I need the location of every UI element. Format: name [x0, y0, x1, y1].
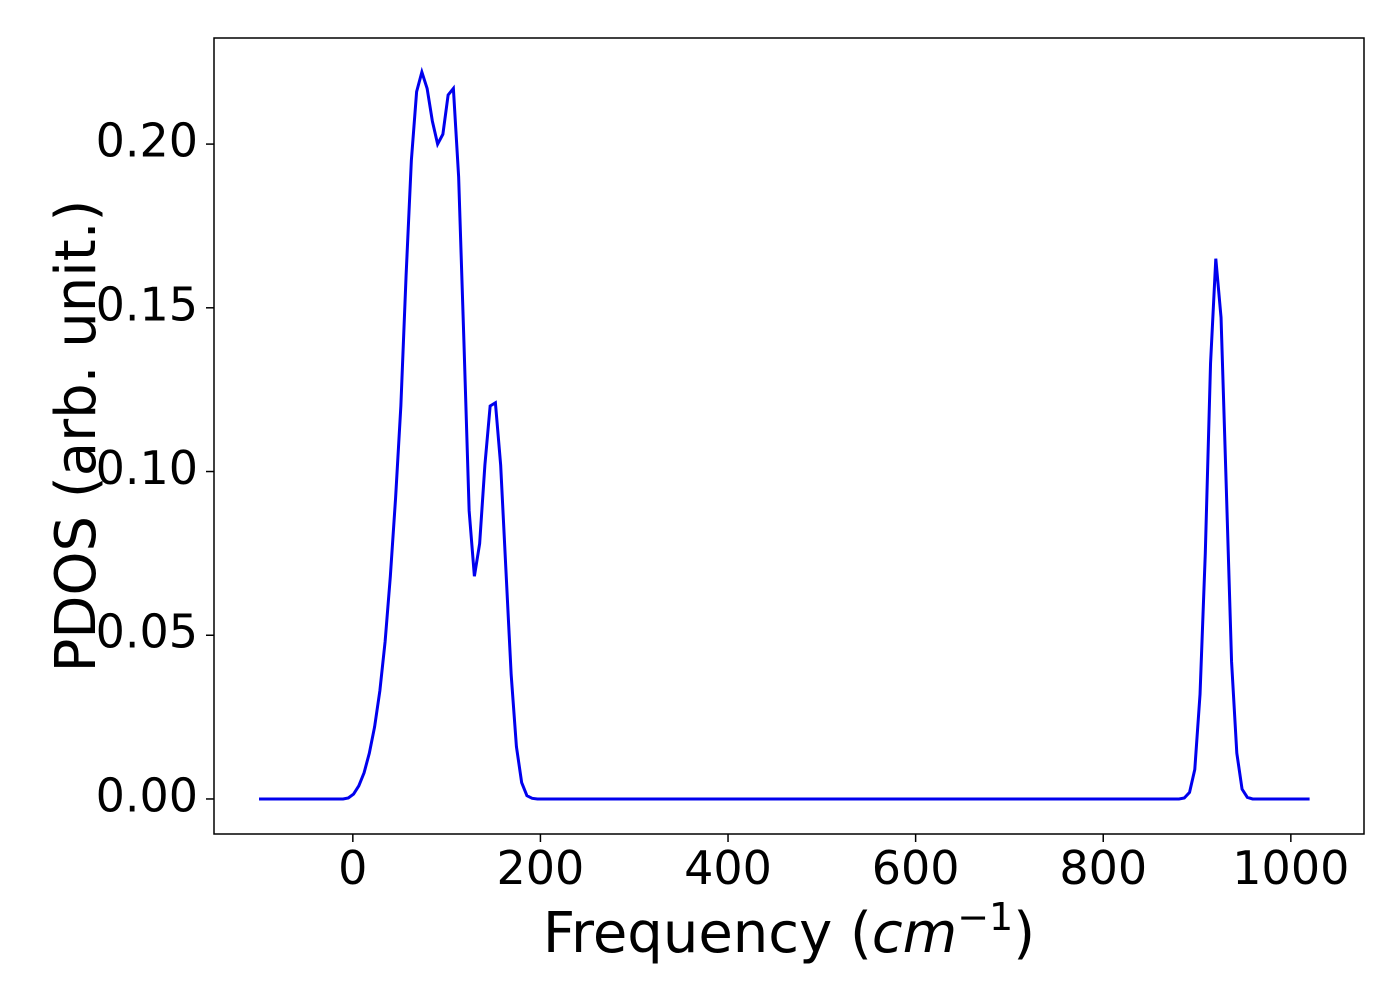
- y-axis-label: PDOS (arb. unit.): [44, 200, 109, 673]
- x-tick-label: 1000: [1232, 841, 1349, 895]
- y-tick-label: 0.05: [96, 605, 198, 659]
- x-tick-label: 600: [872, 841, 960, 895]
- y-tick-label: 0.15: [96, 277, 198, 331]
- x-tick-label: 0: [338, 841, 367, 895]
- y-tick-label: 0.00: [96, 768, 198, 822]
- plot-frame: [213, 37, 1365, 835]
- x-axis-label: Frequency (cm−1): [543, 895, 1035, 966]
- y-tick-label: 0.20: [96, 114, 198, 168]
- x-axis-label-text: Frequency (: [543, 901, 872, 966]
- data-line: [259, 66, 1310, 801]
- x-axis-label-close: ): [1013, 901, 1035, 966]
- x-tick-label: 400: [684, 841, 772, 895]
- x-axis-label-exponent: −1: [957, 895, 1013, 939]
- x-axis-label-unit: cm: [872, 901, 957, 966]
- x-tick-label: 200: [497, 841, 585, 895]
- x-tick-label: 800: [1059, 841, 1147, 895]
- y-tick-label: 0.10: [96, 441, 198, 495]
